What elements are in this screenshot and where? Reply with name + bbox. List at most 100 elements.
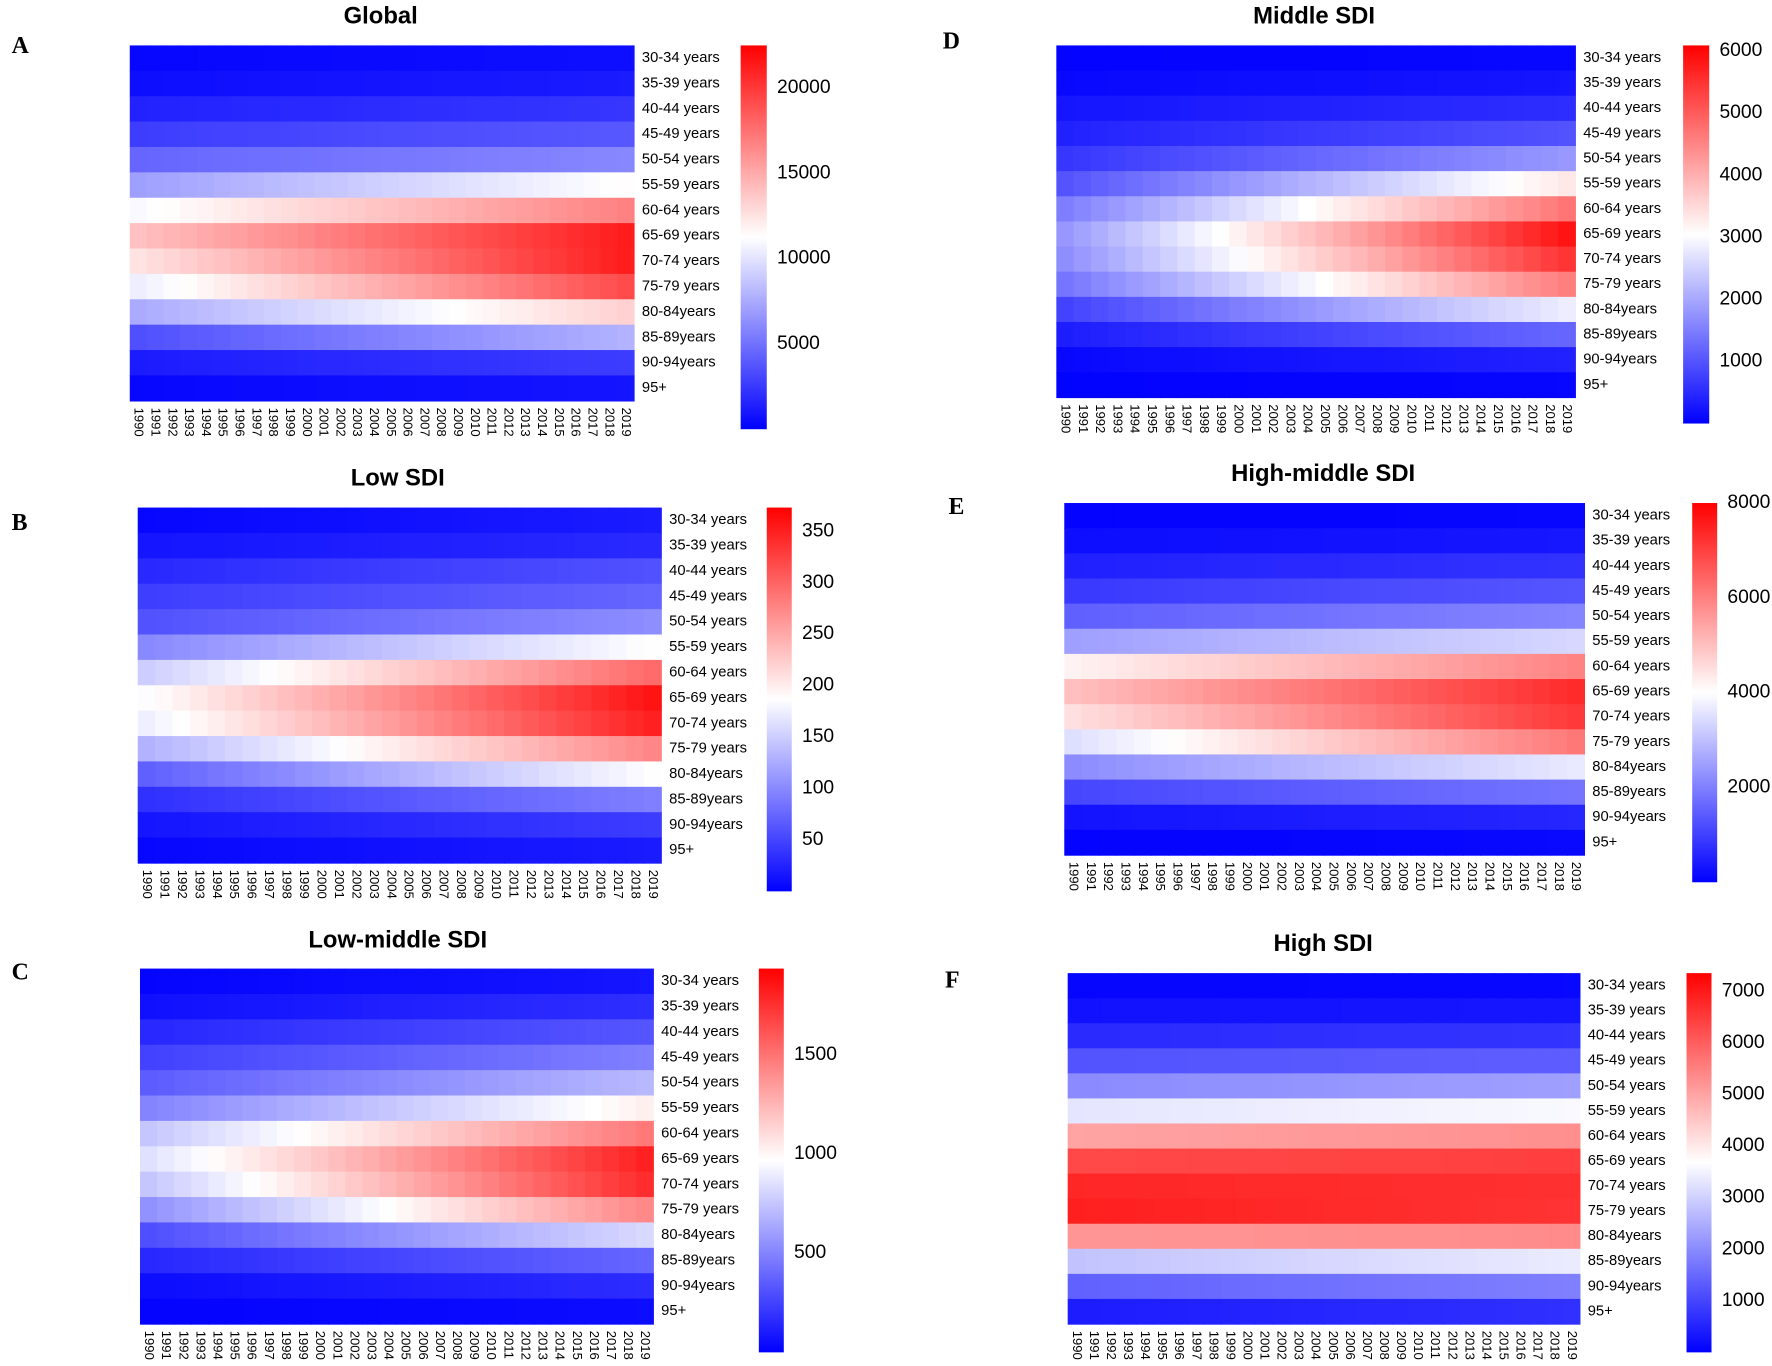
- heat-cell: [600, 197, 618, 224]
- heat-cell: [1255, 1298, 1274, 1325]
- heat-cell: [499, 1298, 518, 1325]
- heat-cell: [172, 609, 191, 636]
- heat-cell: [1545, 973, 1564, 999]
- heat-cell: [1384, 221, 1403, 248]
- heat-cell: [311, 1095, 329, 1122]
- heat-cell: [174, 1171, 192, 1198]
- row-label: 55-59 years: [1583, 176, 1661, 192]
- year-label: 1991: [1076, 404, 1091, 433]
- heat-cell: [1315, 196, 1334, 223]
- heat-cell: [247, 299, 265, 326]
- heat-cell: [1142, 347, 1161, 373]
- year-label: 2007: [1361, 862, 1376, 891]
- heat-cell: [626, 558, 645, 585]
- row-label: 70-74 years: [1588, 1178, 1666, 1194]
- heat-cell: [155, 786, 174, 813]
- heat-cell: [381, 558, 401, 585]
- heat-cell: [626, 761, 645, 788]
- heat-cell: [1153, 1298, 1171, 1325]
- heat-cell: [1426, 1248, 1444, 1275]
- heat-cell: [190, 609, 209, 636]
- heat-cell: [1153, 1223, 1171, 1250]
- heat-cell: [619, 1222, 637, 1249]
- heat-cell: [1281, 145, 1300, 172]
- heat-cell: [1220, 628, 1239, 655]
- heat-cell: [348, 70, 366, 97]
- heat-cell: [1246, 321, 1265, 348]
- heat-cell: [486, 634, 505, 661]
- heat-cell: [1084, 1023, 1103, 1049]
- heat-cell: [172, 761, 191, 788]
- heat-cell: [1170, 1073, 1188, 1100]
- heat-cell: [191, 1120, 210, 1147]
- heat-cell: [1445, 829, 1464, 856]
- heat-cell: [328, 1019, 346, 1046]
- heat-cell: [1443, 998, 1461, 1024]
- heat-cell: [1187, 1248, 1205, 1275]
- heat-cell: [516, 146, 534, 174]
- heat-cell: [1073, 196, 1092, 223]
- row-label: 90-94years: [1583, 352, 1657, 368]
- heat-cell: [172, 659, 191, 686]
- heat-cell: [247, 172, 265, 199]
- heat-cell: [1471, 271, 1490, 298]
- heat-cell: [1443, 1123, 1461, 1150]
- heat-cell: [601, 1095, 620, 1122]
- year-label: 2006: [1335, 404, 1350, 433]
- heat-cell: [328, 1044, 346, 1071]
- heat-cell: [331, 121, 349, 148]
- heat-cell: [242, 685, 261, 712]
- heat-cell: [1445, 603, 1464, 630]
- heat-cell: [1357, 1148, 1376, 1175]
- heat-cell: [174, 1197, 192, 1224]
- heat-cell: [1073, 120, 1092, 147]
- year-label: 2019: [1560, 404, 1575, 433]
- heat-cell: [1409, 1123, 1427, 1150]
- heat-cell: [242, 1019, 261, 1046]
- row-label: 50-54 years: [642, 152, 720, 168]
- heat-cell: [1357, 1098, 1376, 1125]
- heat-cell: [297, 375, 316, 402]
- heat-cell: [1298, 296, 1317, 323]
- heat-cell: [1133, 729, 1152, 756]
- heat-cell: [1254, 553, 1273, 580]
- heat-cell: [1549, 628, 1568, 655]
- heat-cell: [157, 1019, 175, 1046]
- heat-cell: [1443, 1073, 1461, 1100]
- heat-cell: [1494, 1248, 1513, 1275]
- heat-cell: [277, 532, 296, 560]
- heat-cell: [191, 1019, 210, 1046]
- heat-cell: [1566, 704, 1586, 730]
- heat-cell: [469, 812, 488, 839]
- heat-cell: [1306, 603, 1325, 630]
- heat-cell: [430, 1247, 449, 1274]
- heat-cell: [1480, 729, 1499, 756]
- heat-cell: [293, 1120, 312, 1147]
- heat-cell: [539, 710, 558, 737]
- heat-cell: [379, 1146, 398, 1173]
- heat-cell: [190, 634, 209, 661]
- heat-cell: [1281, 372, 1300, 399]
- row-label: 95+: [642, 380, 667, 396]
- year-label: 2014: [1474, 404, 1489, 433]
- heat-cell: [465, 248, 484, 275]
- heat-cell: [259, 710, 278, 737]
- row-label: 65-69 years: [1583, 226, 1661, 242]
- heat-cell: [1471, 196, 1490, 223]
- heat-cell: [482, 1298, 500, 1325]
- heat-cell: [617, 273, 635, 300]
- heat-cell: [1428, 653, 1447, 680]
- heat-cell: [1462, 704, 1481, 730]
- heat-cell: [1497, 754, 1516, 781]
- heat-cell: [1084, 1098, 1103, 1125]
- heat-cell: [1480, 528, 1499, 554]
- heat-cell: [293, 1222, 312, 1249]
- heat-cell: [1081, 829, 1100, 856]
- heat-cell: [1081, 754, 1100, 781]
- heat-cell: [1168, 704, 1187, 730]
- heat-cell: [1367, 321, 1386, 348]
- heat-cell: [451, 786, 470, 813]
- heat-cell: [449, 45, 467, 72]
- heat-cell: [617, 96, 635, 123]
